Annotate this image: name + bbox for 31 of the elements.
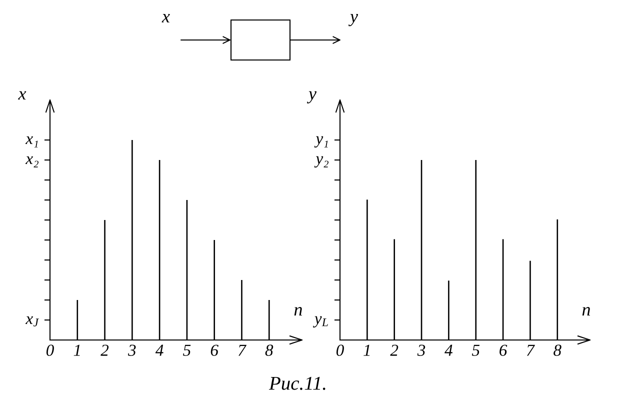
x-tick-label: 6 [210, 344, 218, 356]
x-tick-label: 1 [74, 344, 80, 356]
text: Рис.11. [268, 376, 326, 390]
x-tick-label: 5 [183, 344, 191, 356]
x-tick-label: 8 [554, 344, 562, 356]
text: y₁ [314, 136, 328, 148]
x-tick-label: 1 [364, 344, 370, 356]
x-tick-label: 3 [128, 344, 136, 356]
x-tick-label: 6 [500, 344, 508, 356]
text: y₂ [314, 156, 328, 168]
x-tick-label: 7 [238, 344, 246, 356]
x-tick-label: 3 [417, 344, 426, 356]
y-axis-title: y [306, 91, 317, 104]
text: x₂ [25, 156, 38, 168]
text: y$_{L}$ [313, 316, 328, 328]
x-tick-label: 8 [265, 344, 274, 356]
x-tick-label: 2 [100, 344, 109, 356]
x-tick-label: 4 [444, 344, 452, 356]
x-tick-label: 2 [390, 344, 398, 356]
x-tick-label: 0 [46, 344, 54, 356]
x-tick-label: 0 [336, 344, 344, 356]
y-axis-title: x [18, 91, 26, 100]
x-axis-title: n [582, 307, 590, 316]
text: x₁ [25, 136, 38, 148]
x-tick-label: 5 [472, 344, 480, 356]
x-axis-title: n [294, 307, 302, 316]
text: y [348, 14, 358, 26]
x-tick-label: 4 [155, 344, 164, 356]
text: x [162, 14, 170, 22]
text: x$_{J}$ [26, 316, 39, 326]
x-tick-label: 7 [527, 344, 535, 356]
